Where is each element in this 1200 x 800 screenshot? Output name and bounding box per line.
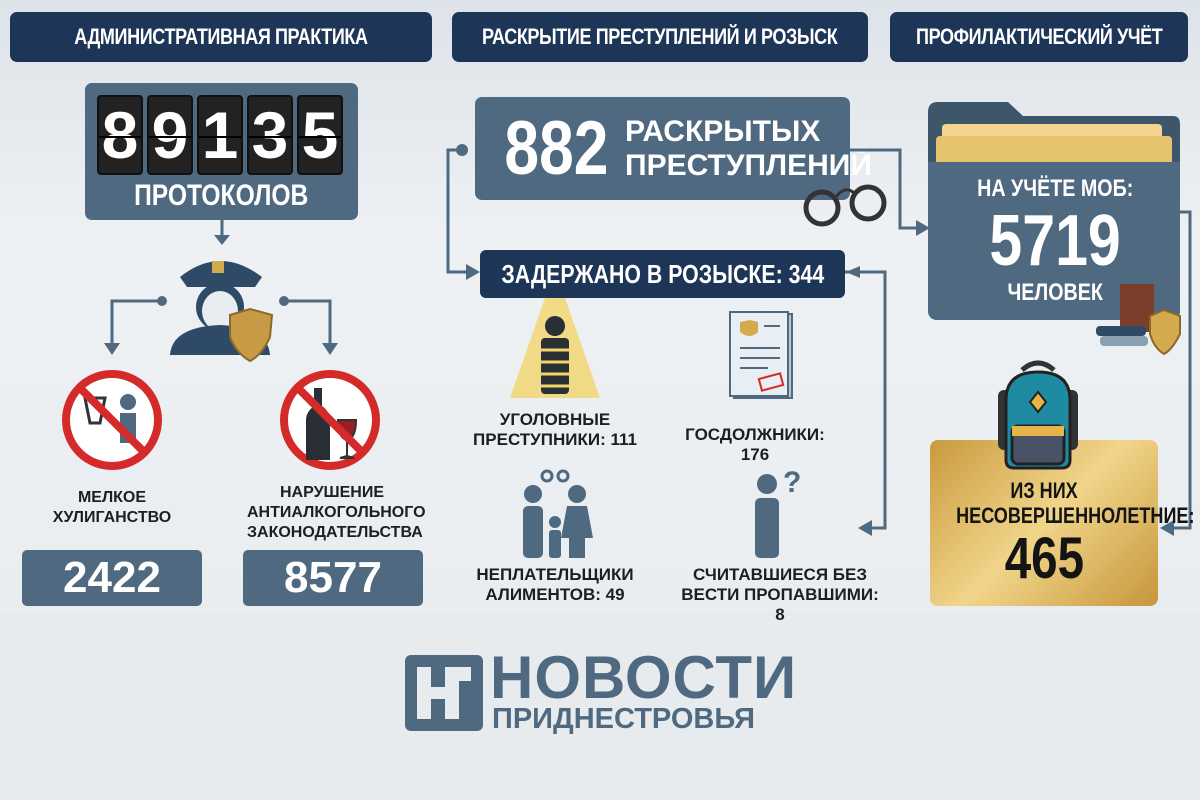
detained-bar: ЗАДЕРЖАНО В РОЗЫСКЕ: 344 (480, 250, 845, 298)
counter-digit: 8 (97, 95, 143, 175)
counter-digit: 3 (247, 95, 293, 175)
registered-value: 5719 (989, 201, 1121, 281)
criminals-label: УГОЛОВНЫЕ ПРЕСТУПНИКИ: 111 (473, 410, 637, 449)
books-shield-icon (1096, 284, 1181, 356)
officer-icon (104, 220, 338, 363)
solved-crimes-label-2: ПРЕСТУПЛЕНИЙ (625, 149, 872, 182)
alimony-label: НЕПЛАТЕЛЬЩИКИ АЛИМЕНТОВ: 49 (476, 565, 634, 604)
registered-unit: ЧЕЛОВЕК (1007, 279, 1103, 306)
missing-person-icon: ? (755, 466, 801, 558)
minors-label-1: ИЗ НИХ (1010, 478, 1078, 503)
minors-label-2: НЕСОВЕРШЕННОЛЕТНИЕ: (956, 503, 1195, 528)
counter-digit: 5 (297, 95, 343, 175)
solved-crimes-value: 882 (504, 106, 609, 191)
missing-label: СЧИТАВШИЕСЯ БЕЗ ВЕСТИ ПРОПАВШИМИ: 8 (681, 565, 879, 624)
registered-box: НА УЧЁТЕ МОБ: 5719 ЧЕЛОВЕК (930, 175, 1180, 307)
documents-icon (729, 311, 793, 399)
logo-mark (405, 655, 483, 731)
debtors-label: ГОСДОЛЖНИКИ: 176 (685, 425, 825, 464)
section-header-crimes: РАСКРЫТИЕ ПРЕСТУПЛЕНИЙ И РОЗЫСК (452, 12, 868, 62)
svg-text:?: ? (783, 466, 801, 499)
handcuffs-icon (803, 184, 887, 227)
hooliganism-label: МЕЛКОЕ ХУЛИГАНСТВО (52, 489, 172, 526)
solved-crimes-box: 882 РАСКРЫТЫХ ПРЕСТУПЛЕНИЙ (475, 97, 872, 200)
alcohol-label: НАРУШЕНИЕ АНТИАЛКОГОЛЬНОГО ЗАКОНОДАТЕЛЬС… (247, 484, 426, 541)
protocols-counter: 8 9 1 3 5 ПРОТОКОЛОВ (85, 83, 358, 220)
counter-digit: 9 (147, 95, 193, 175)
solved-crimes-label-1: РАСКРЫТЫХ (625, 115, 821, 148)
no-hooliganism-icon (62, 370, 162, 470)
no-alcohol-icon (280, 370, 380, 470)
logo-line-2: ПРИДНЕСТРОВЬЯ (492, 703, 755, 735)
registered-label: НА УЧЁТЕ МОБ: (976, 175, 1134, 202)
section-header-prevention: ПРОФИЛАКТИЧЕСКИЙ УЧЁТ (890, 12, 1188, 62)
logo-line-1: НОВОСТИ (490, 644, 798, 711)
minors-text: ИЗ НИХ НЕСОВЕРШЕННОЛЕТНИЕ: 465 (930, 478, 1194, 591)
minors-value: 465 (1004, 526, 1084, 591)
alcohol-value: 8577 (243, 550, 423, 606)
section-header-admin: АДМИНИСТРАТИВНАЯ ПРАКТИКА (10, 12, 432, 62)
family-icon (523, 469, 593, 558)
folder-icon (928, 102, 1180, 320)
counter-digit: 1 (197, 95, 243, 175)
prisoner-icon (510, 298, 600, 398)
hooliganism-value: 2422 (22, 550, 202, 606)
protocols-label: ПРОТОКОЛОВ (134, 179, 309, 212)
backpack-icon (998, 360, 1078, 470)
